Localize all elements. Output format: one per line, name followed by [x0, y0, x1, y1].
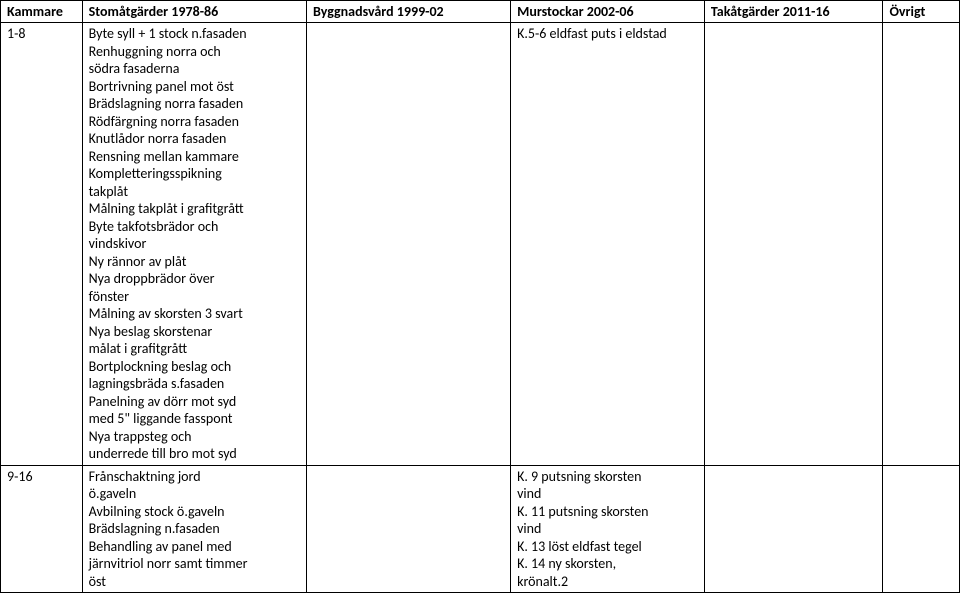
col-header-stomatgarder: Stomåtgärder 1978-86 — [82, 1, 306, 23]
cell-ovrigt — [883, 23, 960, 466]
cell-byggnadsvard — [307, 23, 511, 466]
col-header-ovrigt: Övrigt — [883, 1, 960, 23]
cell-kammare: 9-16 — [1, 465, 83, 593]
table-row: 1-8 Byte syll + 1 stock n.fasadenRenhugg… — [1, 23, 960, 466]
col-header-kammare: Kammare — [1, 1, 83, 23]
cell-ovrigt — [883, 465, 960, 593]
cell-stomatgarder: Byte syll + 1 stock n.fasadenRenhuggning… — [82, 23, 306, 466]
table-row: 9-16 Frånschaktning jordö.gavelnAvbilnin… — [1, 465, 960, 593]
col-header-byggnadsvard: Byggnadsvård 1999-02 — [307, 1, 511, 23]
cell-byggnadsvard — [307, 465, 511, 593]
cell-stomatgarder: Frånschaktning jordö.gavelnAvbilning sto… — [82, 465, 306, 593]
col-header-murstockar: Murstockar 2002-06 — [511, 1, 705, 23]
cell-murstockar: K. 9 putsning skorstenvindK. 11 putsning… — [511, 465, 705, 593]
cell-murstockar: K.5-6 eldfast puts i eldstad — [511, 23, 705, 466]
cell-takatgarder — [704, 465, 883, 593]
col-header-takatgarder: Takåtgärder 2011-16 — [704, 1, 883, 23]
cell-takatgarder — [704, 23, 883, 466]
data-table: Kammare Stomåtgärder 1978-86 Byggnadsvår… — [0, 0, 960, 593]
table-body: 1-8 Byte syll + 1 stock n.fasadenRenhugg… — [1, 23, 960, 593]
table-header-row: Kammare Stomåtgärder 1978-86 Byggnadsvår… — [1, 1, 960, 23]
cell-kammare: 1-8 — [1, 23, 83, 466]
